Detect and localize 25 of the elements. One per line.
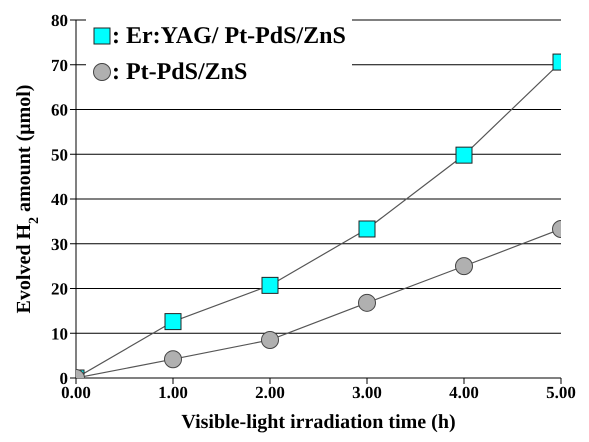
y-tick-label: 70 [51, 56, 68, 75]
x-tick-label: 3.00 [352, 383, 382, 402]
y-tick-label: 10 [51, 324, 68, 344]
x-tick-label: 2.00 [255, 383, 285, 402]
y-tick-label: 80 [51, 11, 68, 30]
y-tick-label: 30 [51, 234, 68, 254]
x-tick-label: 4.00 [449, 383, 479, 402]
x-tick-label: 5.00 [546, 383, 576, 402]
point [358, 294, 376, 312]
y-tick-label: 40 [51, 190, 68, 210]
point [164, 350, 182, 368]
legend-label: : Pt-PdS/ZnS [112, 58, 248, 87]
y-tick-label: 50 [51, 145, 68, 164]
legend-label: : Er:YAG/ Pt-PdS/ZnS [112, 22, 346, 51]
y-tick-label: 60 [51, 100, 68, 120]
point [455, 257, 473, 276]
point [164, 313, 182, 330]
point [456, 146, 472, 164]
x-axis-title: Visible-light irradiation time (h) [181, 411, 456, 433]
point [358, 220, 376, 238]
point [262, 276, 278, 294]
point [261, 330, 279, 349]
x-tick-label: 1.00 [158, 383, 188, 402]
x-tick-label: 0.00 [61, 383, 91, 402]
y-tick-label: 20 [51, 280, 68, 299]
